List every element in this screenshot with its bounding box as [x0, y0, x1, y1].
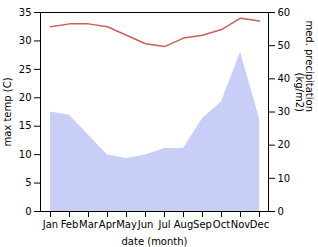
svg-text:Dec: Dec	[250, 219, 269, 230]
svg-text:Jan: Jan	[42, 219, 58, 230]
svg-text:Sep: Sep	[193, 219, 212, 230]
svg-text:20: 20	[19, 92, 32, 103]
svg-text:0: 0	[278, 206, 284, 217]
svg-text:40: 40	[278, 73, 291, 84]
svg-text:Oct: Oct	[213, 219, 230, 230]
svg-text:Jun: Jun	[137, 219, 154, 230]
svg-text:max temp (C): max temp (C)	[2, 77, 13, 146]
svg-text:Mar: Mar	[79, 219, 99, 230]
svg-text:30: 30	[19, 35, 32, 46]
svg-text:Apr: Apr	[99, 219, 117, 230]
svg-text:50: 50	[278, 40, 291, 51]
svg-text:10: 10	[19, 149, 32, 160]
svg-text:35: 35	[19, 7, 32, 18]
svg-text:30: 30	[278, 106, 291, 117]
svg-text:60: 60	[278, 7, 291, 18]
svg-text:10: 10	[278, 173, 291, 184]
svg-text:20: 20	[278, 139, 291, 150]
svg-text:25: 25	[19, 64, 32, 75]
svg-text:Nov: Nov	[231, 219, 251, 230]
svg-text:May: May	[116, 219, 137, 230]
svg-text:med. precipitation(kg/m2): med. precipitation(kg/m2)	[294, 20, 315, 112]
svg-text:0: 0	[25, 206, 31, 217]
svg-text:15: 15	[19, 120, 32, 131]
svg-text:5: 5	[25, 177, 31, 188]
svg-text:Aug: Aug	[174, 219, 194, 230]
svg-text:Jul: Jul	[157, 219, 170, 230]
svg-text:Feb: Feb	[61, 219, 79, 230]
svg-text:date (month): date (month)	[122, 236, 188, 247]
